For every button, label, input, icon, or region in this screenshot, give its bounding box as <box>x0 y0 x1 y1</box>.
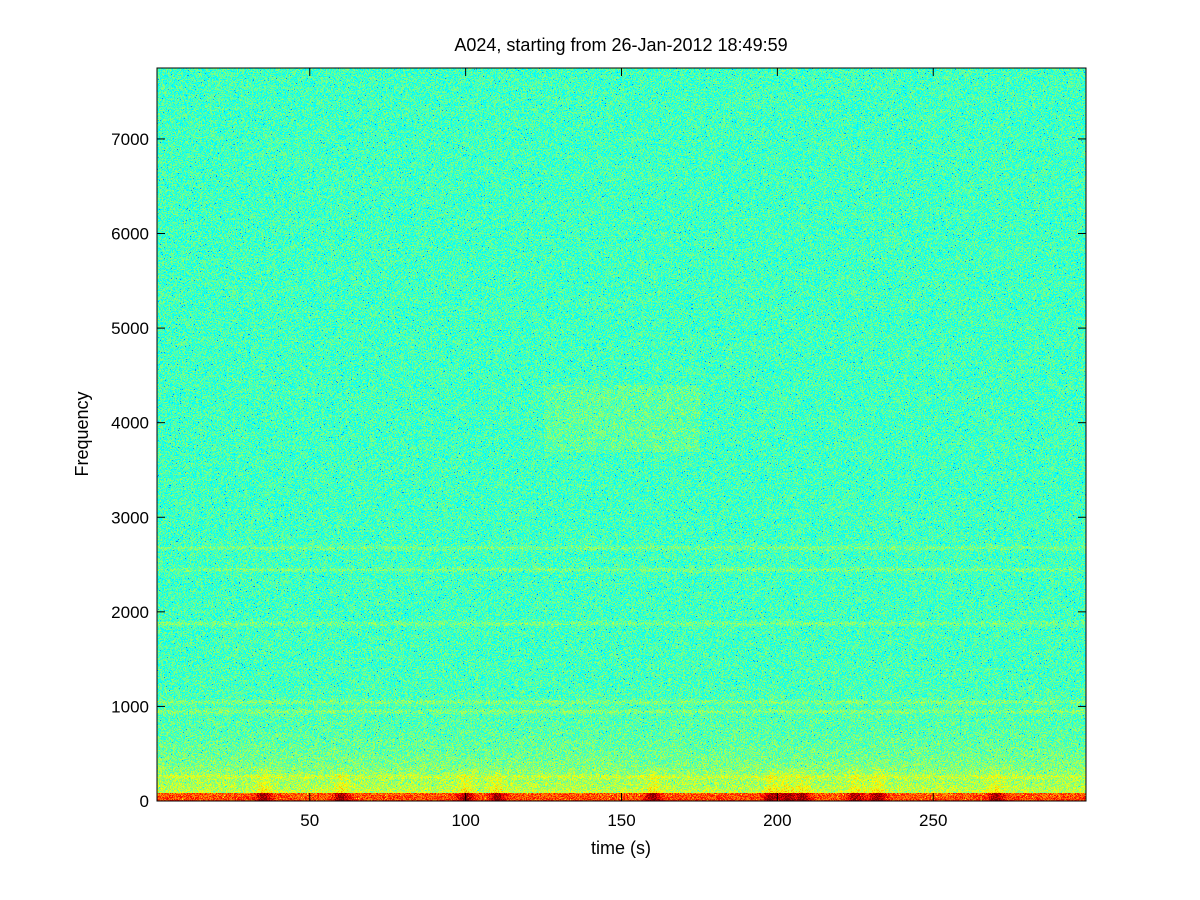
x-tick-label: 200 <box>763 811 791 830</box>
x-axis-ticks: 50 100 150 200 250 <box>300 68 947 830</box>
y-tick-label: 1000 <box>111 697 149 716</box>
y-tick-label: 5000 <box>111 319 149 338</box>
x-axis-label: time (s) <box>591 838 651 858</box>
x-tick-label: 100 <box>451 811 479 830</box>
y-tick-label: 4000 <box>111 414 149 433</box>
x-tick-label: 50 <box>300 811 319 830</box>
y-tick-label: 3000 <box>111 508 149 527</box>
spectrogram-image <box>157 68 1086 801</box>
y-axis-label: Frequency <box>72 391 92 476</box>
y-tick-label: 2000 <box>111 603 149 622</box>
x-tick-label: 250 <box>919 811 947 830</box>
y-axis-ticks: 0 1000 2000 3000 4000 5000 6000 7000 <box>111 130 1086 811</box>
y-tick-label: 6000 <box>111 225 149 244</box>
y-tick-label: 7000 <box>111 130 149 149</box>
y-tick-label: 0 <box>140 792 149 811</box>
chart-title: A024, starting from 26-Jan-2012 18:49:59 <box>454 35 787 55</box>
plot-frame <box>156 67 1087 802</box>
x-tick-label: 150 <box>607 811 635 830</box>
